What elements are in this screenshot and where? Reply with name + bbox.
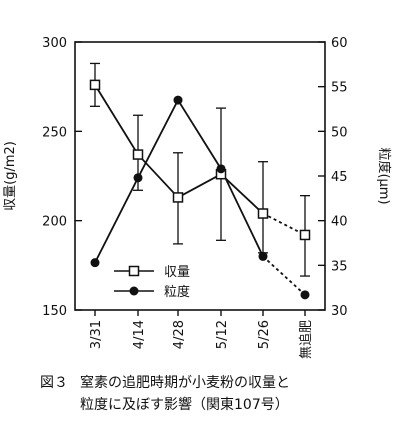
grain-size-point xyxy=(258,251,268,261)
x-tick-label: 4/28 xyxy=(172,320,187,349)
yield-line-segment xyxy=(137,153,179,199)
grain-size-line-segment xyxy=(220,168,264,257)
legend-grain-label: 粒度 xyxy=(164,284,190,300)
grain-size-point xyxy=(90,258,100,268)
legend-grain-marker xyxy=(129,286,139,296)
grain-size-point xyxy=(216,164,226,174)
legend-yield-label: 収量 xyxy=(164,265,190,280)
y-left-tick-label: 300 xyxy=(42,36,67,51)
grain-size-line-segment xyxy=(177,99,222,170)
caption-line-2: 粒度に及ぼす影響（関東107号） xyxy=(40,394,390,416)
axis-ticks: 150 200 250 300 30 35 40 45 50 55 60 3/31 4/14 4/28 5/… xyxy=(42,36,347,359)
x-tick-label: 無追肥 xyxy=(298,320,314,359)
y-right-title: 粒度(μm) xyxy=(376,147,392,204)
plot-frame xyxy=(74,41,326,311)
yield-point xyxy=(257,208,269,219)
y-right-tick-label: 30 xyxy=(331,304,348,319)
y-left-tick-label: 200 xyxy=(42,215,67,230)
y-right-tick-label: 35 xyxy=(331,259,348,274)
caption-line-1: 図３ 窒素の追肥時期が小麦粉の収量と xyxy=(40,372,390,394)
y-right-tick-label: 40 xyxy=(331,215,348,230)
legend: 収量 粒度 xyxy=(114,265,190,300)
error-bars xyxy=(90,62,310,277)
y-right-tick-label: 60 xyxy=(331,36,348,51)
chart: 150 200 250 300 30 35 40 45 50 55 60 3/31 4/14 4/28 5/… xyxy=(3,36,392,359)
legend-yield-marker xyxy=(128,265,140,277)
yield-point xyxy=(132,149,144,160)
series-markers xyxy=(89,79,311,300)
yield-point xyxy=(172,192,184,203)
x-tick-label: 5/26 xyxy=(257,320,272,349)
yield-line-segment xyxy=(220,173,264,215)
grain-size-line-segment xyxy=(137,99,179,179)
yield-line-segment xyxy=(262,212,306,236)
grain-size-line-segment xyxy=(94,177,139,264)
caption-figure-number: 図３ xyxy=(40,375,68,391)
x-tick-label: 4/14 xyxy=(132,320,147,349)
series-lines xyxy=(94,84,306,296)
y-right-tick-label: 45 xyxy=(331,170,348,185)
caption-text-1: 窒素の追肥時期が小麦粉の収量と xyxy=(80,375,290,391)
yield-line-segment xyxy=(177,173,222,199)
yield-point xyxy=(89,79,101,91)
y-left-tick-label: 150 xyxy=(42,304,67,319)
yield-line-segment xyxy=(94,84,139,156)
y-left-tick-label: 250 xyxy=(42,125,67,140)
grain-size-line-segment xyxy=(262,255,306,296)
x-tick-label: 3/31 xyxy=(89,320,104,349)
grain-size-point xyxy=(173,95,183,105)
grain-size-point xyxy=(133,173,143,183)
x-tick-label: 5/12 xyxy=(215,320,230,349)
caption-text-2: 粒度に及ぼす影響（関東107号） xyxy=(80,397,289,413)
figure-caption: 図３ 窒素の追肥時期が小麦粉の収量と 粒度に及ぼす影響（関東107号） xyxy=(40,372,390,416)
yield-point xyxy=(299,229,311,241)
y-left-title: 収量(g/m2) xyxy=(3,141,18,211)
grain-size-point xyxy=(300,290,310,300)
y-right-tick-label: 55 xyxy=(331,81,348,96)
y-right-tick-label: 50 xyxy=(331,125,348,140)
